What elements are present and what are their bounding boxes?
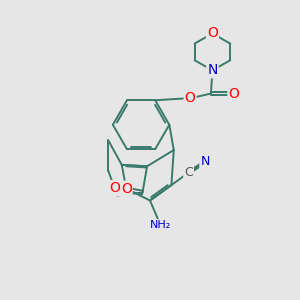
Text: O: O (121, 182, 132, 196)
Text: O: O (185, 91, 196, 105)
Text: N: N (207, 63, 218, 77)
Text: C: C (184, 166, 193, 179)
Text: O: O (109, 181, 120, 195)
Text: O: O (207, 26, 218, 40)
Text: O: O (228, 86, 239, 100)
Text: N: N (200, 155, 210, 168)
Text: NH₂: NH₂ (150, 220, 171, 230)
